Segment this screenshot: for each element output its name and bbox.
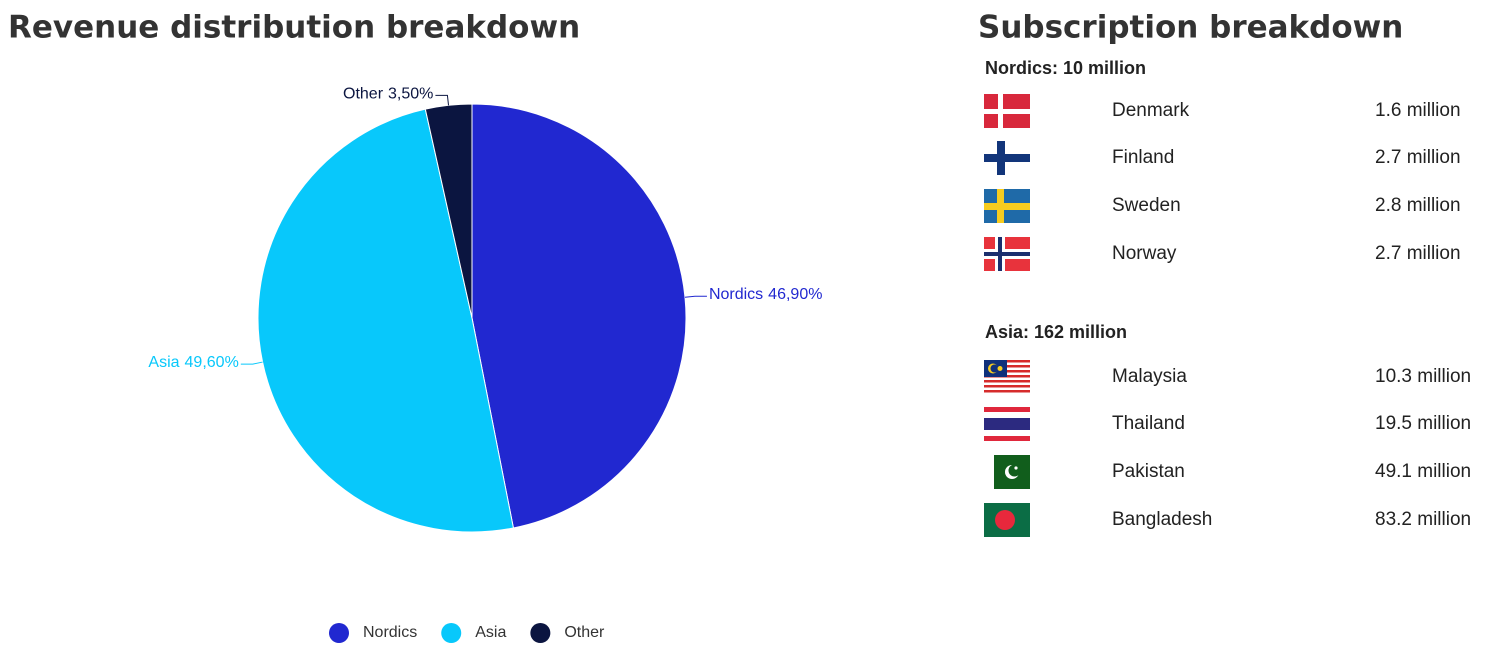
data-label: Asia 49,60% <box>148 354 238 371</box>
label-value: 46,90% <box>768 286 822 303</box>
subscriber-count: 49.1 million <box>1375 461 1471 482</box>
chart-title: Revenue distribution breakdown <box>8 10 580 46</box>
flag-thailand <box>984 407 1030 441</box>
legend-marker <box>329 623 349 643</box>
legend-label: Asia <box>475 624 506 641</box>
subscriber-count: 19.5 million <box>1375 413 1471 434</box>
pie-slice <box>424 103 473 319</box>
country: Malaysia <box>1112 366 1187 387</box>
subscriber-count: 1.6 million <box>1375 100 1461 121</box>
pie-slice <box>471 103 687 529</box>
country: Denmark <box>1112 100 1190 121</box>
flag-pakistan <box>994 455 1030 489</box>
country: Bangladesh <box>1112 509 1212 530</box>
pie-slice <box>257 108 515 533</box>
label-value: 49,60% <box>185 354 239 371</box>
country: Finland <box>1112 147 1174 168</box>
legend-label: Nordics <box>363 624 417 641</box>
subscriber-count: 2.7 million <box>1375 243 1461 264</box>
label-name: Asia <box>148 354 179 371</box>
subscriber-count: 2.8 million <box>1375 195 1461 216</box>
subscriber-count: 83.2 million <box>1375 509 1471 530</box>
leader-line <box>240 361 263 365</box>
flag-denmark <box>984 94 1030 128</box>
subscriber-count: 2.7 million <box>1375 147 1461 168</box>
country: Norway <box>1112 243 1177 264</box>
label-value: 3,50% <box>388 86 433 103</box>
panel-title: Subscription breakdown <box>978 10 1403 46</box>
leader-line <box>435 94 450 106</box>
country: Pakistan <box>1112 461 1185 482</box>
data-label: Other 3,50% <box>343 86 433 103</box>
country: Sweden <box>1112 195 1181 216</box>
legend-label: Other <box>564 624 605 641</box>
flag-bangladesh <box>984 503 1030 537</box>
leader-line <box>684 295 707 298</box>
data-label: Nordics 46,90% <box>709 286 823 303</box>
legend-marker <box>441 623 462 643</box>
group-title: Nordics: 10 million <box>985 58 1146 78</box>
flag-sweden <box>984 189 1030 223</box>
flag-finland <box>984 141 1030 175</box>
label-name: Nordics <box>709 286 763 303</box>
label-name: Other <box>343 86 384 103</box>
group-title: Asia: 162 million <box>985 322 1127 342</box>
flag-malaysia <box>984 360 1030 394</box>
subscriber-count: 10.3 million <box>1375 366 1471 387</box>
legend-marker <box>530 623 551 643</box>
country: Thailand <box>1112 413 1185 434</box>
flag-norway <box>984 237 1030 271</box>
